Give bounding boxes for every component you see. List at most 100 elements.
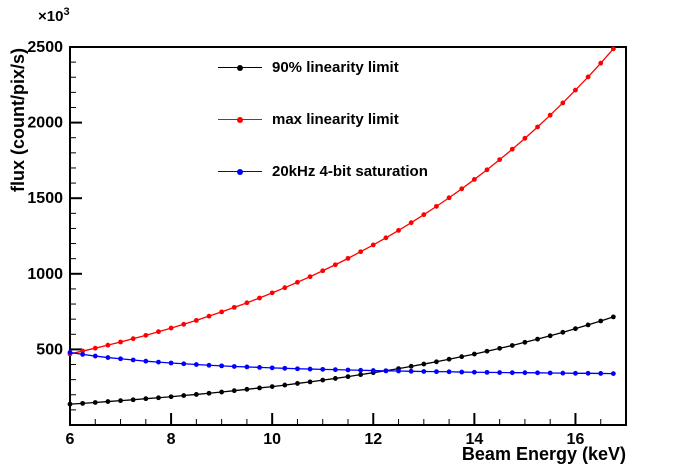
series-marker-2	[269, 365, 275, 371]
series-marker-0	[80, 400, 86, 406]
series-marker-2	[370, 368, 376, 373]
series-marker-1	[118, 339, 123, 345]
series-marker-1	[585, 74, 591, 80]
series-marker-0	[560, 329, 566, 335]
series-marker-2	[92, 353, 98, 359]
series-marker-2	[573, 370, 578, 376]
series-marker-0	[231, 388, 237, 394]
series-marker-0	[168, 394, 174, 400]
series-marker-0	[497, 345, 503, 351]
series-marker-2	[522, 370, 528, 376]
series-marker-0	[244, 386, 250, 392]
series-marker-2	[358, 367, 364, 373]
x-tick-label: 6	[66, 431, 75, 448]
series-marker-0	[269, 384, 275, 389]
series-marker-2	[282, 365, 288, 371]
series-marker-2	[459, 369, 465, 375]
series-marker-0	[118, 398, 123, 404]
series-marker-1	[345, 255, 351, 261]
series-marker-1	[497, 157, 503, 163]
series-marker-2	[130, 357, 136, 363]
series-marker-0	[181, 393, 187, 398]
series-marker-2	[535, 370, 540, 376]
y-tick-label: 1500	[27, 190, 63, 207]
series-marker-0	[484, 348, 490, 354]
series-marker-0	[421, 361, 427, 367]
series-line-2	[69, 351, 614, 375]
series-marker-1	[257, 295, 262, 301]
series-marker-1	[610, 46, 616, 52]
series-marker-0	[434, 359, 439, 365]
series-marker-2	[193, 362, 199, 367]
legend-entry-saturation: 20kHz 4-bit saturation	[218, 161, 428, 182]
series-marker-1	[522, 135, 528, 141]
series-marker-1	[269, 290, 275, 296]
series-marker-2	[585, 370, 591, 376]
series-marker-1	[282, 285, 288, 291]
series-marker-2	[143, 358, 149, 364]
series-marker-0	[446, 356, 452, 362]
series-marker-2	[345, 367, 351, 373]
series-marker-1	[471, 177, 477, 182]
series-marker-1	[598, 60, 604, 66]
series-marker-0	[408, 363, 414, 369]
series-marker-0	[257, 385, 262, 391]
series-marker-0	[573, 326, 578, 332]
series-marker-0	[332, 376, 338, 381]
series-marker-2	[509, 370, 515, 376]
series-marker-2	[295, 366, 300, 372]
series-marker-2	[307, 366, 313, 372]
series-marker-2	[320, 366, 326, 372]
series-marker-1	[446, 195, 452, 201]
y-axis-title: flux (count/pix/s)	[8, 48, 28, 192]
series-marker-0	[193, 392, 199, 397]
series-marker-1	[383, 235, 389, 241]
series-marker-2	[471, 369, 477, 375]
y-tick-label: 1000	[27, 266, 63, 283]
series-marker-0	[307, 379, 313, 385]
series-marker-0	[509, 343, 515, 348]
series-marker-2	[156, 359, 161, 365]
series-marker-0	[522, 339, 528, 345]
series-marker-0	[282, 382, 288, 388]
series-marker-1	[484, 167, 490, 173]
y-axis-multiplier: ×103	[38, 6, 70, 25]
series-marker-0	[345, 374, 351, 380]
series-marker-0	[143, 396, 149, 402]
series-marker-1	[130, 336, 136, 342]
legend-label-max-linearity: max linearity limit	[272, 111, 399, 128]
series-marker-1	[168, 325, 174, 331]
series-marker-1	[219, 309, 225, 315]
series-marker-0	[459, 354, 465, 360]
series-marker-2	[547, 370, 553, 376]
y-tick-label: 2000	[27, 115, 63, 132]
series-marker-2	[181, 361, 187, 367]
series-marker-1	[459, 186, 465, 192]
series-marker-2	[231, 364, 237, 369]
x-tick-label: 14	[465, 431, 483, 448]
series-marker-1	[560, 100, 566, 106]
x-axis-title: Beam Energy (keV)	[462, 444, 626, 464]
series-marker-1	[320, 268, 326, 274]
series-marker-2	[105, 355, 111, 360]
series-marker-1	[408, 220, 414, 226]
series-marker-0	[535, 336, 540, 342]
series-marker-0	[206, 390, 212, 396]
series-marker-1	[206, 313, 212, 319]
series-marker-2	[446, 369, 452, 375]
series-marker-2	[408, 368, 414, 374]
series-marker-2	[257, 364, 262, 370]
series-marker-2	[421, 369, 427, 374]
series-marker-1	[535, 124, 540, 130]
series-marker-1	[295, 279, 300, 285]
legend-dot-sample	[237, 168, 243, 175]
series-marker-2	[396, 368, 401, 374]
series-marker-1	[80, 348, 86, 354]
x-tick-label: 16	[567, 431, 585, 448]
x-tick-label: 10	[263, 431, 281, 448]
legend-dot-sample	[237, 116, 243, 123]
series-marker-2	[244, 364, 250, 370]
series-marker-2	[610, 371, 616, 376]
